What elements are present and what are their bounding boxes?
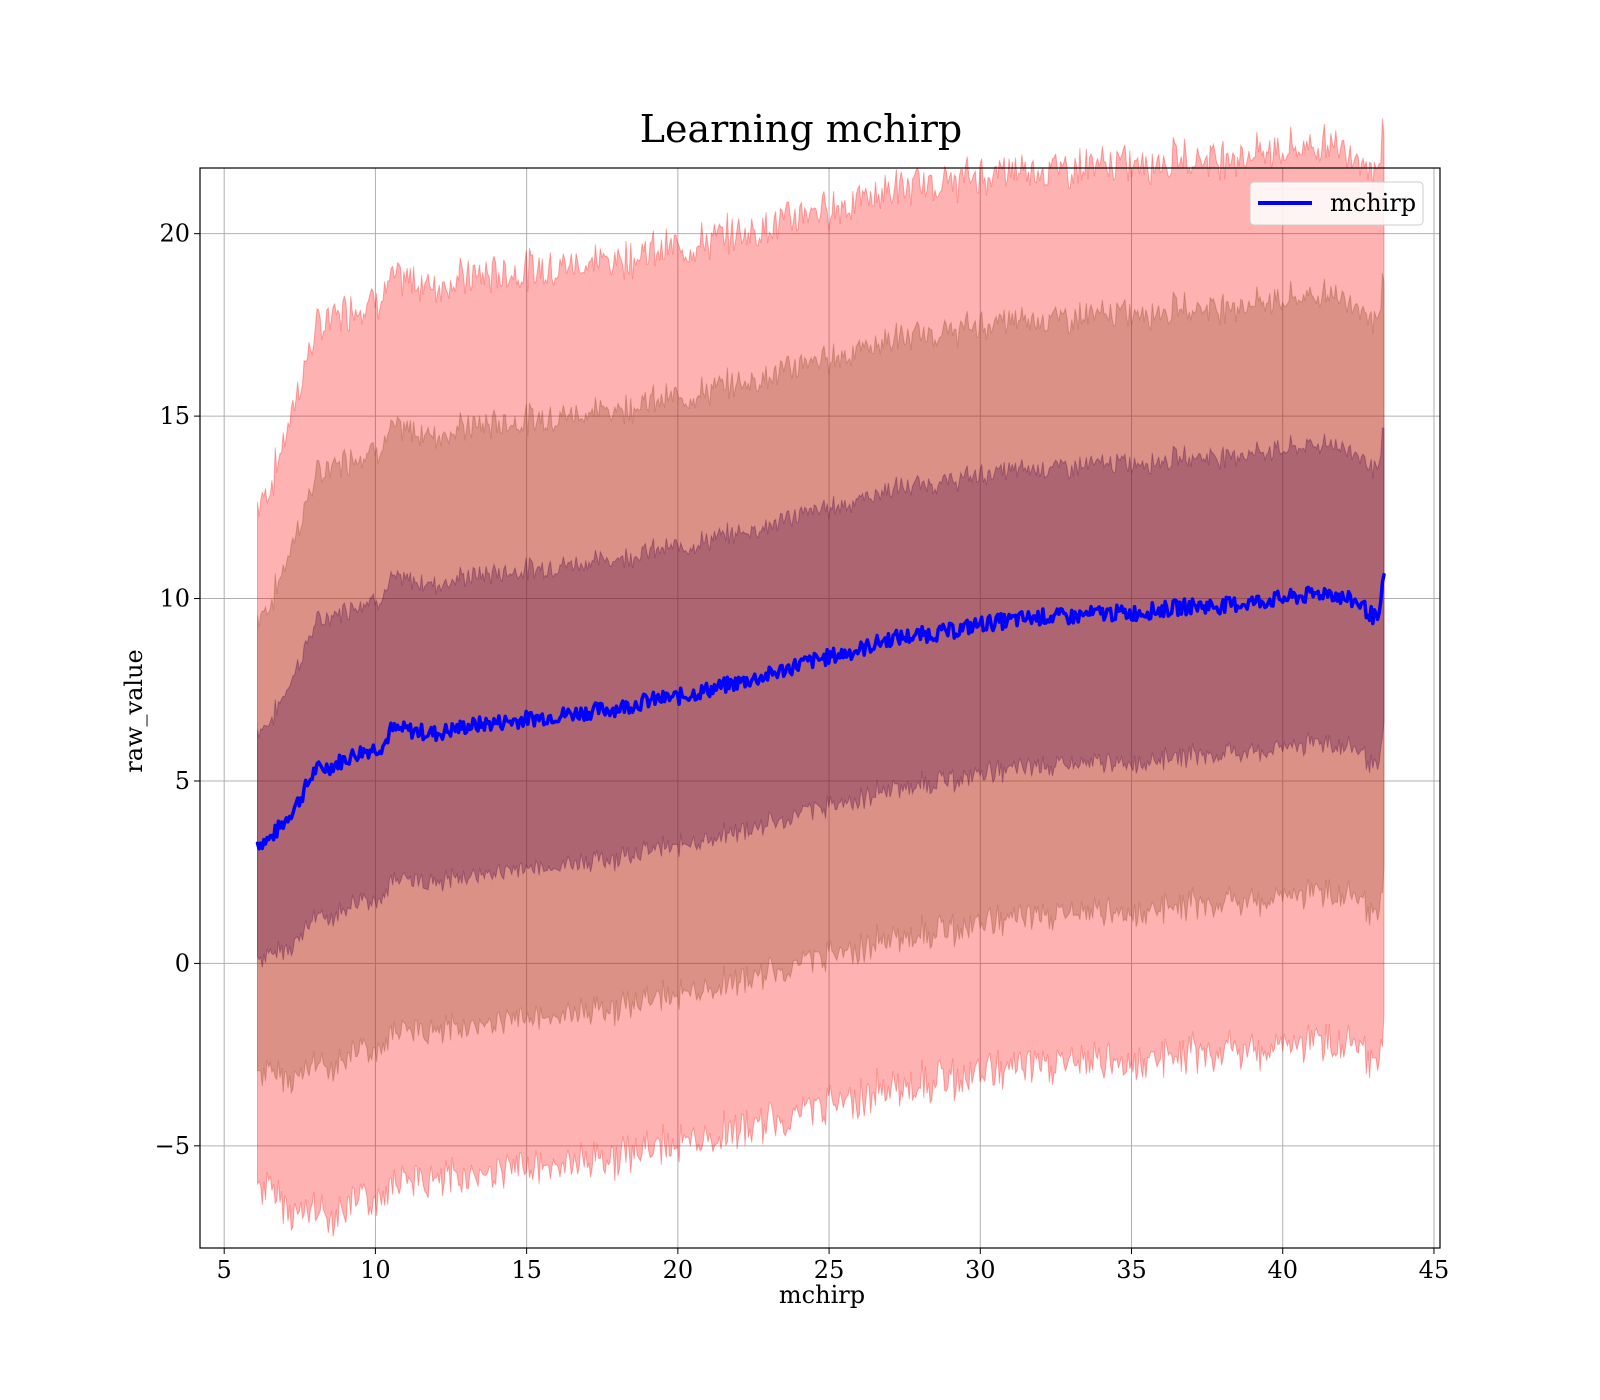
series-line-mchirp	[255, 572, 1386, 851]
x-axis-ticks: 5 10 15 20 25 30 35 40 45	[217, 1248, 1450, 1284]
x-tick-label: 40	[1267, 1256, 1298, 1284]
y-tick-label: 15	[159, 402, 190, 430]
band-2-sigma	[257, 273, 1385, 1095]
y-tick-label: 5	[175, 767, 190, 795]
y-tick-label: 20	[159, 220, 190, 248]
x-tick-label: 35	[1116, 1256, 1147, 1284]
x-tick-label: 45	[1419, 1256, 1450, 1284]
y-tick-label: 0	[175, 949, 190, 977]
plot-frame	[199, 167, 1441, 1249]
x-tick-label: 30	[965, 1256, 996, 1284]
x-tick-label: 15	[511, 1256, 542, 1284]
x-tick-label: 10	[360, 1256, 391, 1284]
band-3-sigma	[257, 118, 1385, 1237]
legend-box	[1249, 181, 1424, 226]
legend-label: mchirp	[1330, 189, 1416, 217]
x-tick-label: 5	[217, 1256, 232, 1284]
y-axis-ticks: −5 0 5 10 15 20	[155, 220, 200, 1160]
y-tick-label: 10	[159, 585, 190, 613]
x-tick-label: 20	[663, 1256, 694, 1284]
band-1-sigma	[257, 427, 1385, 968]
y-axis-label: raw_value	[120, 649, 148, 773]
x-tick-label: 25	[814, 1256, 845, 1284]
chart-title: Learning mchirp	[640, 107, 962, 151]
confidence-bands	[257, 118, 1385, 1237]
legend: mchirp	[1249, 181, 1424, 226]
x-axis-label: mchirp	[779, 1281, 865, 1309]
y-tick-label: −5	[155, 1132, 190, 1160]
series-lines	[255, 572, 1386, 851]
